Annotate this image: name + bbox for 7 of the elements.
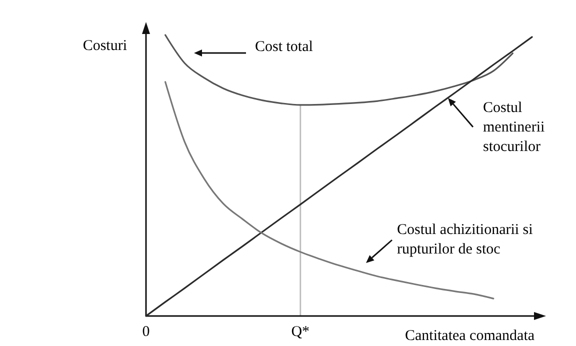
annotation: Cost total <box>255 39 313 55</box>
x-tick-label: 0 <box>142 324 150 340</box>
x-tick-label: Q* <box>291 324 310 340</box>
annotation: Costul achizitionarii si rupturilor de stoc <box>397 222 533 258</box>
y-axis-title: Costuri <box>82 38 127 54</box>
x-axis-title: Cantitatea comandata <box>405 328 535 344</box>
annotation: Costul mentinerii stocurilor <box>483 100 545 155</box>
